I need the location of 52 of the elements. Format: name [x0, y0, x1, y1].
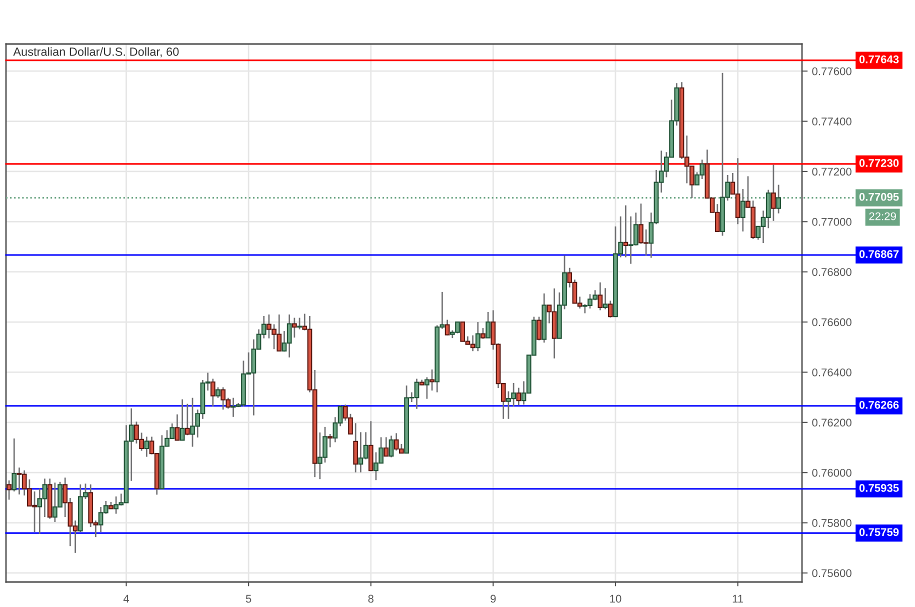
ref-line-label: 0.76266 — [859, 400, 899, 409]
y-tick-label: 0.75800 — [812, 519, 852, 527]
y-tick-label: 0.76600 — [812, 318, 852, 326]
candlestick — [184, 403, 190, 436]
candlestick — [353, 422, 358, 474]
candlestick — [608, 300, 613, 318]
x-tick-label: 8 — [368, 594, 374, 603]
ref-line-label: 0.77643 — [859, 55, 899, 64]
chart-title: Australian Dollar/U.S. Dollar, 60 — [13, 47, 179, 58]
candlestick — [598, 282, 603, 311]
y-tick-label: 0.76200 — [812, 418, 852, 427]
candlestick — [444, 319, 450, 336]
x-tick-label: 11 — [732, 594, 744, 603]
y-tick-label: 0.76000 — [812, 468, 852, 477]
y-tick-label: 0.76800 — [812, 268, 852, 276]
y-tick-label: 0.75600 — [812, 569, 852, 578]
candlestick — [623, 204, 628, 258]
candlestick — [424, 376, 430, 400]
candlestick — [292, 317, 297, 338]
text: 22:29 — [869, 212, 896, 220]
y-tick-label: 0.77400 — [812, 118, 852, 126]
candlestick — [6, 480, 12, 500]
candlestick — [328, 433, 333, 448]
candlestick — [144, 436, 150, 458]
ref-line-label: 0.76867 — [859, 250, 899, 258]
candlestick — [384, 436, 389, 457]
candlestick — [210, 378, 216, 408]
candlestick — [475, 321, 480, 352]
ref-line-label: 0.75935 — [859, 484, 899, 492]
candlestick — [486, 311, 491, 339]
candlestick — [174, 414, 180, 441]
x-tick-label: 9 — [490, 594, 496, 603]
candlestick — [516, 387, 522, 406]
candlestick — [388, 435, 394, 458]
x-tick-label: 5 — [246, 594, 252, 603]
y-tick-label: 0.76400 — [812, 368, 852, 376]
candlestick — [771, 164, 776, 222]
candlestick — [602, 287, 608, 310]
candlestick — [430, 368, 434, 392]
ref-line-label: 0.77095 — [859, 192, 899, 201]
ref-line-label: 0.75759 — [859, 528, 899, 536]
candlestick — [480, 327, 486, 340]
x-tick-label: 10 — [610, 594, 622, 603]
x-tick-label: 4 — [123, 594, 130, 603]
candlestick — [297, 317, 302, 330]
candlestick — [536, 316, 542, 342]
y-tick-label: 0.77200 — [812, 168, 852, 176]
y-tick-label: 0.77000 — [812, 218, 852, 226]
candlestick — [180, 398, 185, 441]
y-tick-label: 0.77600 — [812, 67, 852, 76]
ref-line-label: 0.77230 — [859, 159, 899, 167]
candlestick — [216, 386, 220, 399]
